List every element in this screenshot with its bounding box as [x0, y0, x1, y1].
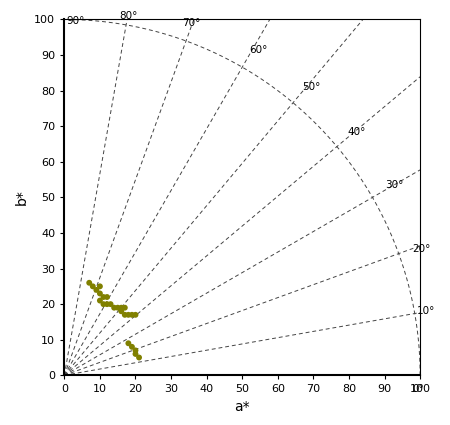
Point — [104, 294, 111, 300]
Point — [100, 294, 107, 300]
Point — [89, 283, 96, 290]
Point — [93, 286, 100, 293]
Point — [117, 304, 125, 311]
Text: 40°: 40° — [348, 128, 366, 137]
Point — [125, 312, 132, 318]
Point — [125, 340, 132, 347]
Point — [107, 301, 114, 308]
Text: 90°: 90° — [66, 16, 85, 26]
Text: 20°: 20° — [412, 244, 431, 254]
Point — [96, 297, 104, 304]
Text: 70°: 70° — [182, 17, 200, 28]
Text: 10°: 10° — [417, 306, 435, 316]
Point — [135, 354, 143, 361]
Point — [128, 312, 135, 318]
Point — [132, 347, 139, 354]
X-axis label: a*: a* — [234, 400, 250, 414]
Point — [114, 304, 122, 311]
Point — [104, 301, 111, 308]
Point — [117, 308, 125, 314]
Text: 80°: 80° — [119, 11, 138, 21]
Text: 0°: 0° — [413, 384, 424, 394]
Point — [86, 279, 93, 286]
Point — [121, 312, 128, 318]
Point — [96, 283, 104, 290]
Point — [111, 304, 118, 311]
Text: 30°: 30° — [385, 180, 403, 190]
Point — [96, 290, 104, 297]
Text: 60°: 60° — [249, 45, 268, 55]
Point — [128, 343, 135, 350]
Y-axis label: b*: b* — [15, 190, 29, 205]
Text: 50°: 50° — [302, 82, 320, 92]
Point — [132, 351, 139, 357]
Point — [100, 301, 107, 308]
Point — [121, 304, 128, 311]
Point — [132, 312, 139, 318]
